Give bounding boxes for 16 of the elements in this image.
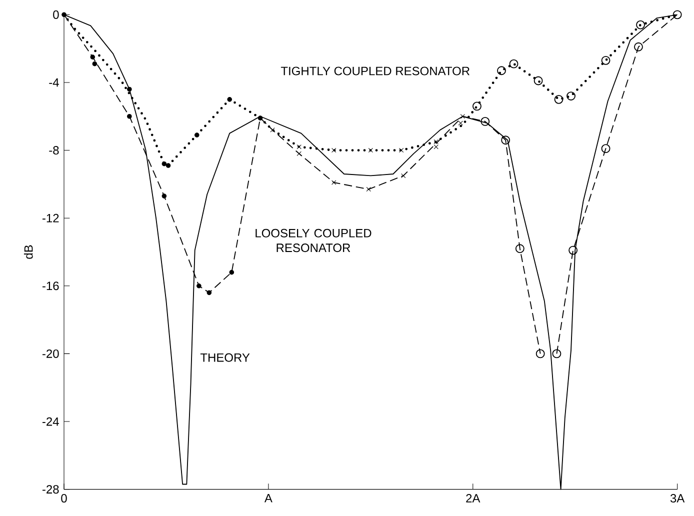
y-tick-label: -4 [49, 78, 59, 87]
y-tick-label: 0 [53, 10, 59, 19]
x-tick-label: 0 [61, 494, 67, 503]
y-axis-title: dB [24, 245, 33, 259]
series-label: TIGHTLY COUPLED RESONATOR [280, 66, 470, 76]
x-tick-label: 3A [670, 494, 685, 503]
y-tick-label: -12 [42, 214, 59, 222]
y-tick-label: -28 [42, 485, 59, 494]
y-tick-label: -24 [42, 417, 59, 426]
y-tick-label: -20 [42, 349, 59, 358]
x-tick-label: 2A [466, 494, 480, 502]
series-label: LOOSELY COUPLED RESONATOR [256, 228, 372, 252]
x-tick-label: A [264, 494, 272, 502]
y-tick-label: -16 [42, 282, 59, 290]
series-label: THEORY [200, 353, 250, 362]
y-tick-label: -8 [49, 146, 59, 155]
